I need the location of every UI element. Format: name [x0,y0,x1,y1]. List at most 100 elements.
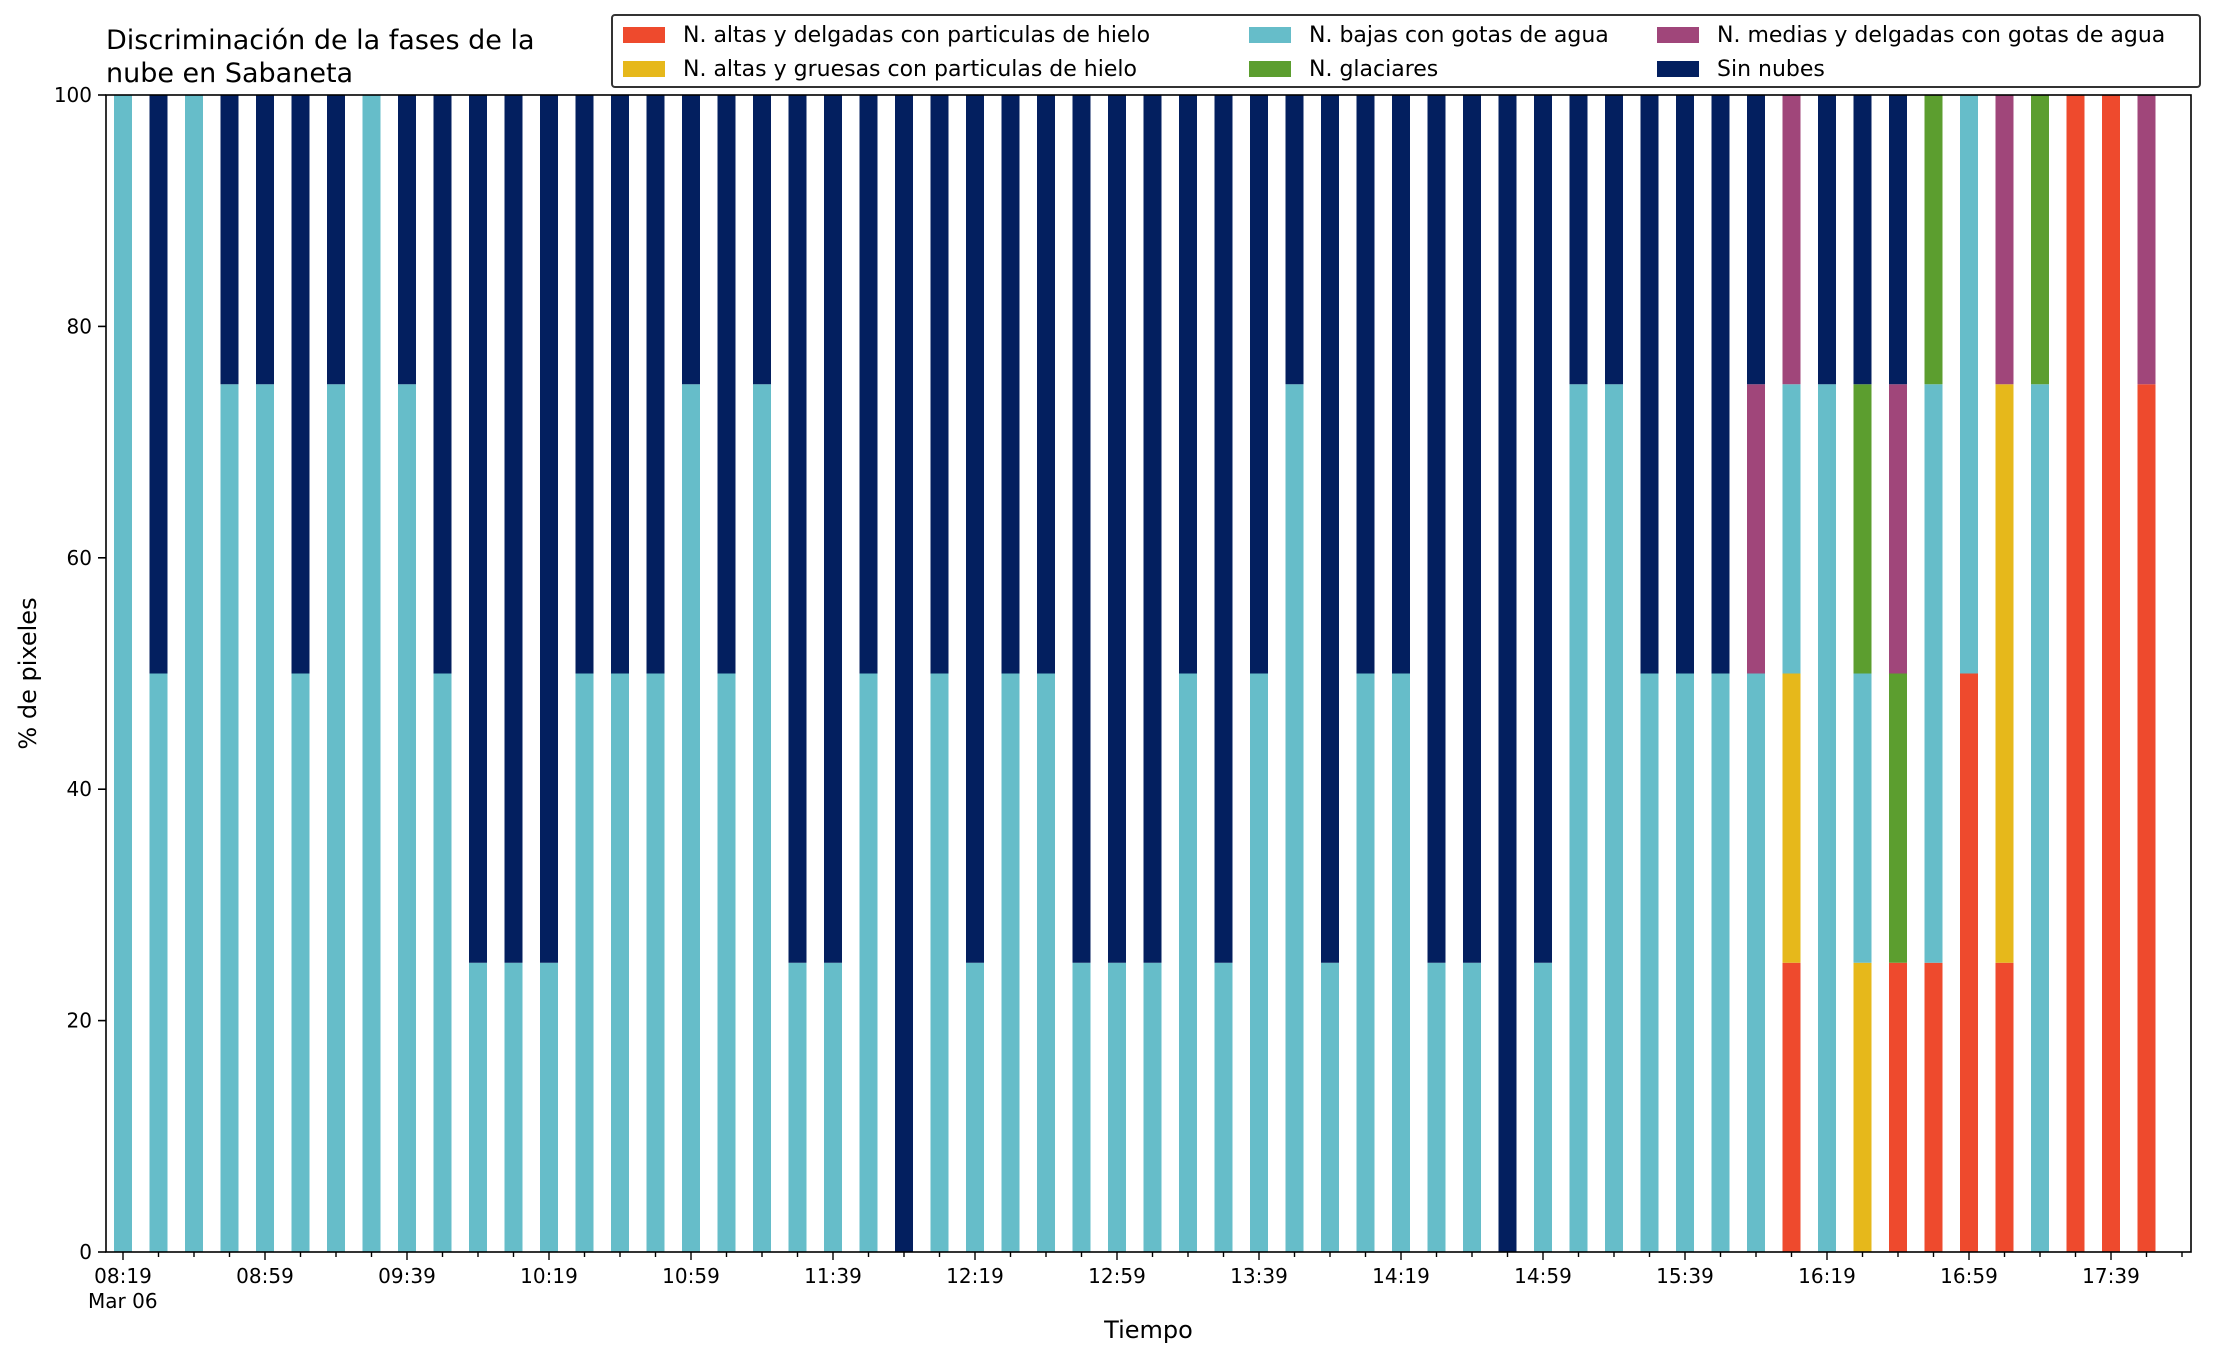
plot-frame [105,94,2192,1253]
bar-segment-1329-s6 [1214,95,1233,963]
bar-segment-1559-s4 [1747,384,1765,674]
bar-segment-1639-s6 [1889,95,1907,385]
bar-segment-1649-s0 [1924,962,1943,1252]
bar-segment-1239-s6 [1037,95,1055,674]
bar-segment-1749-s4 [2137,95,2156,385]
x-tick-label: 14:19 [1372,1264,1430,1288]
bar-segment-1009-s6 [504,95,523,963]
bar-segment-1029-s6 [575,95,594,674]
bar-segment-0849-s3 [220,384,239,1252]
legend-item-glaciares: N. glaciares [1249,54,1438,84]
bar-segment-1219-s6 [966,95,984,963]
bar-segment-1109-s6 [717,95,736,674]
bar-segment-0949-s6 [433,95,452,674]
x-tick-label: 12:19 [946,1264,1004,1288]
bar-segment-1429-s3 [1427,962,1446,1252]
bar-segment-1209-s6 [930,95,949,674]
bar-segment-1159-s6 [895,95,913,1252]
bar-segment-1139-s3 [824,962,842,1252]
chart-legend: N. altas y delgadas con particulas de hi… [611,14,2201,88]
legend-swatch [1657,61,1699,77]
bar-segment-1629-s3 [1853,673,1872,963]
bar-segment-0959-s3 [469,962,487,1252]
bar-segment-1439-s3 [1463,962,1481,1252]
bar-segment-1609-s1 [1782,673,1801,963]
bar-segment-0829-s3 [149,673,168,1252]
bar-segment-1359-s3 [1321,962,1339,1252]
bar-segment-0939-s3 [398,384,416,1252]
bar-segment-1609-s0 [1782,962,1801,1252]
bar-segment-1209-s3 [930,673,949,1252]
bar-segment-0919-s3 [327,384,345,1252]
axes-layer: 0 20 40 60 80 100 08:19 08:59 09:39 10:19 10:59 11:… [14,83,2192,1344]
legend-label: N. bajas con gotas de agua [1309,22,1609,48]
bar-segment-1419-s6 [1392,95,1410,674]
legend-swatch [1249,27,1291,43]
bar-segment-1319-s6 [1179,95,1197,674]
bar-segment-0839-s3 [185,95,203,1252]
bar-segment-1349-s3 [1285,384,1304,1252]
bar-segment-1539-s3 [1676,673,1694,1252]
bar-segment-1129-s6 [788,95,807,963]
bar-segment-1619-s6 [1818,95,1836,385]
y-tick-label: 40 [67,777,92,801]
x-tick-label: 08:19 [94,1264,152,1288]
bar-segment-1519-s3 [1605,384,1623,1252]
bar-segment-1309-s3 [1143,962,1162,1252]
bar-segment-1659-s3 [1960,95,1978,674]
x-tick-label: 16:19 [1798,1264,1856,1288]
bar-segment-1319-s3 [1179,673,1197,1252]
bar-segment-1649-s3 [1924,384,1943,963]
bar-segment-1049-s6 [646,95,665,674]
x-tick-label: 17:39 [2082,1264,2140,1288]
bar-segment-0819-s3 [114,95,132,1252]
bar-segment-1019-s3 [540,962,558,1252]
bar-segment-1609-s4 [1782,95,1801,385]
y-tick-label: 80 [67,314,92,338]
legend-swatch [1657,27,1699,43]
bar-segment-1639-s4 [1889,384,1907,674]
bar-segment-1559-s3 [1747,673,1765,1252]
bar-segment-1009-s3 [504,962,523,1252]
bar-segment-1609-s3 [1782,384,1801,674]
bar-segment-1729-s0 [2066,95,2085,1252]
bar-segment-1529-s6 [1640,95,1659,674]
bar-segment-1519-s6 [1605,95,1623,385]
bar-segment-1239-s3 [1037,673,1055,1252]
legend-label: N. medias y delgadas con gotas de agua [1717,22,2166,48]
bar-segment-1709-s1 [1995,384,2014,963]
y-tick-label: 0 [79,1240,92,1264]
bar-segment-1459-s3 [1534,962,1552,1252]
legend-swatch [623,61,665,77]
bar-segment-0939-s6 [398,95,416,385]
bar-segment-1329-s3 [1214,962,1233,1252]
bar-segment-1109-s3 [717,673,736,1252]
x-tick-sublabel: Mar 06 [88,1289,158,1313]
bar-segment-0909-s3 [291,673,310,1252]
bar-segment-1249-s6 [1072,95,1091,963]
bar-segment-1119-s6 [753,95,771,385]
bar-segment-1359-s6 [1321,95,1339,963]
bar-segment-1229-s3 [1001,673,1020,1252]
bar-segment-0949-s3 [433,673,452,1252]
bar-segment-1509-s6 [1569,95,1588,385]
bar-segment-1749-s0 [2137,384,2156,1252]
bar-segment-1129-s3 [788,962,807,1252]
bar-segment-1049-s3 [646,673,665,1252]
chart-title-line-1: Discriminación de la fases de la [106,25,535,56]
y-axis-label: % de pixeles [14,597,42,749]
bar-segment-1529-s3 [1640,673,1659,1252]
bar-segment-1629-s6 [1853,95,1872,385]
bar-segment-0959-s6 [469,95,487,963]
bar-segment-1629-s5 [1853,384,1872,674]
bar-segment-1639-s2 [1889,673,1907,963]
bar-segment-1339-s3 [1250,673,1268,1252]
bar-segment-1039-s3 [611,673,629,1252]
legend-swatch [623,27,665,43]
x-tick-label: 10:19 [520,1264,578,1288]
bar-segment-1539-s6 [1676,95,1694,674]
bar-segment-0919-s6 [327,95,345,385]
y-tick-label: 20 [67,1009,92,1033]
bar-segment-1639-s0 [1889,962,1907,1252]
